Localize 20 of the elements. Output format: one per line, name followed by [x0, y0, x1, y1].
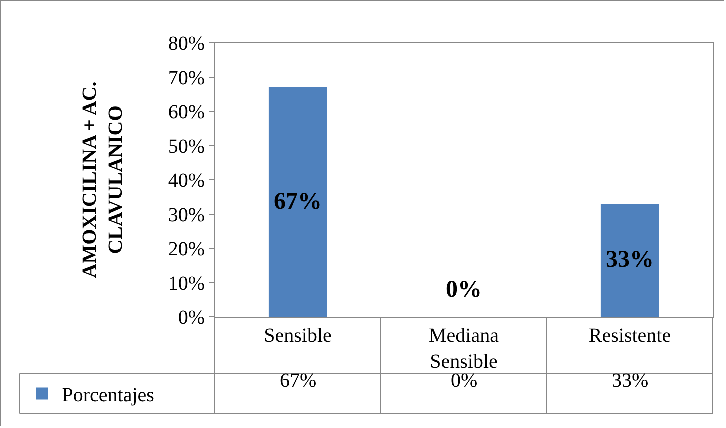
y-tick-label: 30%	[168, 204, 205, 226]
x-tick-label: Mediana Sensible	[429, 325, 500, 373]
y-tick-label: 0%	[178, 307, 205, 329]
y-tick-label: 60%	[168, 102, 205, 124]
text: 33%	[612, 370, 649, 392]
y-tick-label: 80%	[168, 33, 205, 55]
text: 0%	[451, 370, 478, 392]
text: 67%	[274, 189, 322, 215]
x-tick-label: Resistente	[588, 325, 672, 347]
y-axis-title: AMOXICILINA + AC. CLAVULANICO	[78, 82, 127, 278]
y-tick-label: 70%	[168, 67, 205, 90]
y-tick-label: 40%	[168, 170, 205, 192]
y-tick-label: 50%	[168, 136, 205, 158]
y-tick-label: 10%	[168, 272, 205, 295]
text: 33%	[606, 247, 654, 273]
text: 0%	[446, 277, 482, 303]
legend-label: Porcentajes	[62, 384, 155, 407]
text: 67%	[280, 370, 317, 392]
x-tick-label: Sensible	[264, 325, 332, 347]
y-tick-label: 20%	[168, 238, 205, 260]
